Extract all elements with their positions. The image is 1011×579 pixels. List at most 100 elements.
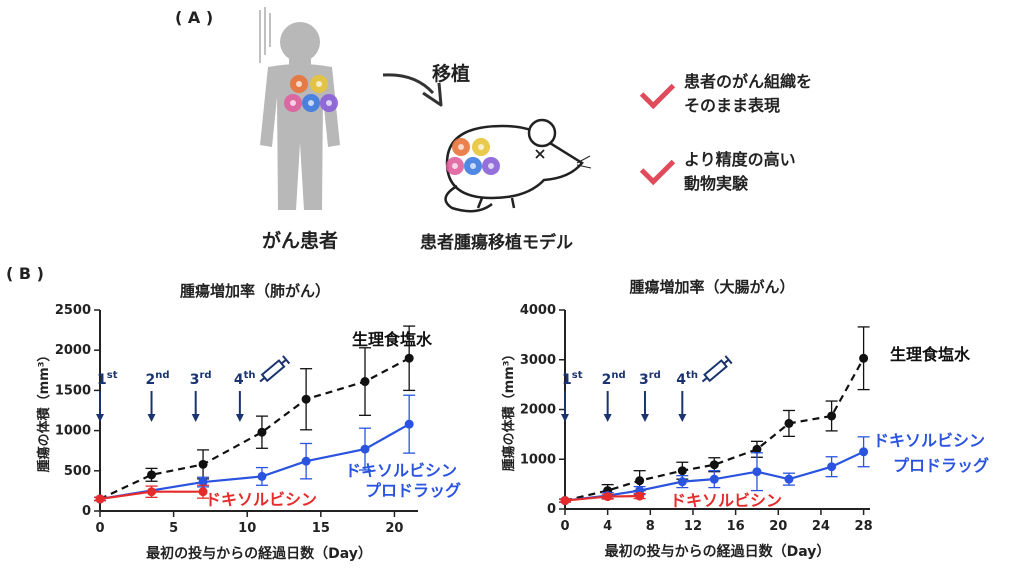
x-tick-label: 20 [769, 519, 787, 534]
x-tick-label: 8 [646, 519, 655, 534]
x-tick-label: 28 [855, 519, 873, 534]
dose-label: 1st [97, 370, 118, 388]
chart-title: 腫瘍増加率（大腸がん） [629, 278, 794, 296]
data-point [827, 462, 837, 472]
check-icon [639, 73, 676, 110]
dose-label: 3rd [190, 370, 212, 388]
data-point [859, 447, 869, 457]
model-label: 患者腫瘍移植モデル [420, 233, 573, 253]
dose-arrow-head [235, 414, 244, 422]
panel-a-label: ( A ) [175, 8, 214, 27]
feature-2-line1: より精度の高い [684, 150, 796, 169]
data-point [404, 419, 414, 429]
x-tick-label: 16 [727, 519, 745, 534]
series-label-dox: ドキソルビシン [670, 491, 782, 510]
tumor-cell-nucleus [290, 100, 296, 106]
data-point [301, 456, 311, 466]
data-point [827, 411, 837, 421]
chart-lung: 腫瘍増加率（肺がん） 0 500 1000 1500 2000 2500 0 5 10 15 20 最初… [36, 282, 461, 562]
y-tick-label: 4000 [520, 303, 556, 318]
x-axis-label: 最初の投与からの経過日数（Day） [146, 545, 372, 562]
series-label-saline: 生理食塩水 [352, 330, 433, 349]
y-tick-label: 0 [547, 502, 556, 517]
data-point [709, 474, 719, 484]
x-axis-label: 最初の投与からの経過日数（Day） [605, 543, 831, 560]
x-tick-label: 5 [169, 521, 178, 536]
x-tick-label: 24 [812, 519, 830, 534]
data-point [752, 444, 762, 454]
series-label-prodrug-2: プロドラッグ [365, 481, 461, 500]
dose-label: 4th [234, 370, 256, 388]
syringe-icon [701, 355, 733, 383]
tumor-cell-nucleus [326, 100, 332, 106]
data-point [709, 460, 719, 470]
data-point [198, 459, 208, 469]
tumor-cell-nucleus [470, 163, 476, 169]
data-point [147, 470, 157, 480]
series-line [564, 357, 865, 502]
check-icon [639, 149, 676, 186]
data-point [404, 353, 414, 363]
syringe-handle [724, 355, 733, 365]
tumor-cell-nucleus [478, 144, 484, 150]
y-tick-label: 1500 [55, 383, 91, 398]
transplant-arrow-icon [382, 73, 443, 107]
dose-label: 4th [676, 370, 698, 388]
data-point [635, 476, 645, 486]
y-tick-label: 500 [64, 464, 91, 479]
dose-arrow-head [147, 414, 156, 422]
y-axis-label: 腫瘍の体積（mm³） [501, 348, 517, 472]
syringe-icon [259, 355, 291, 383]
x-tick-label: 0 [95, 521, 104, 536]
series-label-dox: ドキソルビシン [205, 490, 317, 509]
tumor-cell-nucleus [452, 163, 458, 169]
mouse-tumor-cells [445, 135, 505, 184]
panel-b-label: ( B ) [6, 264, 44, 283]
series-line [99, 423, 410, 501]
dose-arrow-head [561, 414, 569, 422]
y-tick-label: 3000 [520, 353, 556, 368]
dose-arrow-head [678, 414, 687, 422]
data-point [677, 466, 687, 476]
data-point [257, 427, 267, 437]
x-tick-label: 20 [385, 521, 403, 536]
data-point [635, 491, 645, 501]
x-tick-label: 10 [238, 521, 256, 536]
syringe-barrel [703, 359, 728, 383]
data-point [147, 487, 157, 497]
syringe-plunger [723, 358, 730, 365]
syringe-barrel [260, 359, 286, 383]
dose-label: 3rd [639, 370, 661, 388]
y-tick-label: 1000 [520, 452, 556, 467]
data-point [859, 353, 869, 363]
chart-colon: 腫瘍増加率（大腸がん） 0 1000 2000 3000 4000 0 4 8 12 16 20 24 2… [501, 278, 989, 560]
dose-label: 1st [562, 370, 583, 388]
tumor-cell-nucleus [488, 163, 494, 169]
series-label-saline: 生理食塩水 [890, 345, 971, 364]
syringe-plunger [280, 358, 287, 365]
x-tick-label: 12 [684, 519, 702, 534]
patient-tumor-cells [283, 72, 343, 121]
y-tick-label: 2000 [520, 403, 556, 418]
data-point [360, 377, 370, 387]
dose-arrow-head [603, 414, 612, 422]
data-point [784, 418, 794, 428]
tumor-cells-icon [284, 75, 338, 112]
data-point [560, 496, 570, 506]
x-tick-label: 4 [603, 519, 612, 534]
y-tick-label: 2000 [55, 343, 91, 358]
transplant-label: 移植 [432, 63, 471, 85]
syringe-handle [282, 355, 291, 365]
feature-1-line1: 患者のがん組織を [684, 72, 813, 91]
dose-arrow-head [191, 414, 200, 422]
patient-figure-icon [259, 7, 340, 210]
x-tick-label: 0 [560, 519, 569, 534]
data-point [257, 471, 267, 481]
data-point [677, 477, 687, 487]
y-axis-label: 腫瘍の体積（mm³） [36, 349, 52, 473]
feature-1: 患者のがん組織を そのまま表現 [684, 70, 812, 118]
y-tick-label: 1000 [55, 424, 91, 439]
patient-label: がん患者 [262, 230, 339, 252]
series-label-prodrug-2: プロドラッグ [893, 456, 989, 475]
dose-label: 2nd [146, 370, 170, 388]
